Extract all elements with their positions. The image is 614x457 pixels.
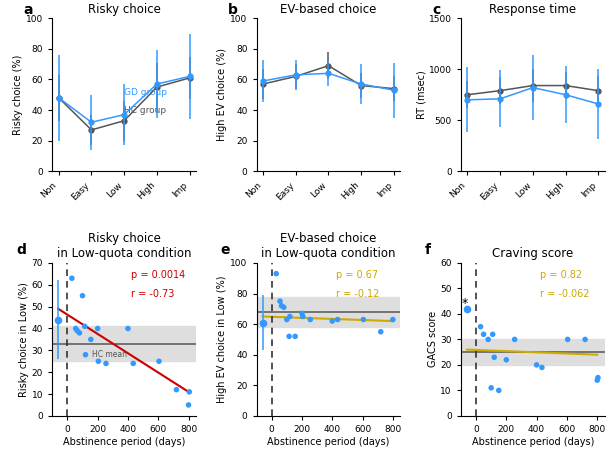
Y-axis label: Risky choice (%): Risky choice (%)	[13, 54, 23, 135]
Title: Risky choice: Risky choice	[88, 3, 161, 16]
Point	[123, 325, 133, 332]
Text: r = -0.12: r = -0.12	[336, 288, 379, 298]
Point	[275, 298, 285, 305]
Point	[489, 354, 499, 361]
Y-axis label: Risky choice in Low (%): Risky choice in Low (%)	[19, 282, 29, 397]
Title: Craving score: Craving score	[492, 247, 573, 260]
Point	[277, 302, 287, 309]
Bar	[52, 326, 196, 361]
Title: EV-based choice
in Low-quota condition: EV-based choice in Low-quota condition	[261, 233, 396, 260]
Point	[333, 316, 343, 323]
X-axis label: Abstinence period (days): Abstinence period (days)	[472, 437, 594, 446]
Title: EV-based choice: EV-based choice	[281, 3, 376, 16]
Point	[537, 364, 547, 371]
Y-axis label: High EV choice (%): High EV choice (%)	[217, 48, 227, 141]
Point	[285, 313, 295, 320]
Point	[298, 313, 308, 320]
Text: a: a	[23, 3, 33, 17]
Point	[479, 331, 489, 338]
Point	[154, 357, 164, 365]
Point	[297, 310, 307, 317]
Text: p = 0.82: p = 0.82	[540, 270, 582, 280]
Point	[593, 377, 602, 384]
Point	[532, 361, 542, 368]
Text: HC mean: HC mean	[91, 351, 126, 359]
Point	[483, 336, 493, 343]
Bar	[257, 297, 400, 327]
Text: f: f	[425, 243, 431, 257]
Point	[74, 329, 84, 336]
Text: *: *	[462, 297, 468, 310]
Point	[93, 325, 103, 332]
Y-axis label: GACS score: GACS score	[427, 311, 438, 367]
Point	[171, 386, 181, 393]
Point	[184, 401, 193, 409]
Y-axis label: RT (msec): RT (msec)	[416, 70, 426, 119]
Title: Risky choice
in Low-quota condition: Risky choice in Low-quota condition	[57, 233, 192, 260]
Point	[376, 328, 386, 335]
X-axis label: Abstinence period (days): Abstinence period (days)	[267, 437, 390, 446]
Point	[305, 316, 315, 323]
Point	[184, 388, 194, 395]
Text: p = 0.67: p = 0.67	[336, 270, 378, 280]
Point	[77, 292, 87, 299]
Point	[502, 356, 511, 363]
Text: p = 0.0014: p = 0.0014	[131, 270, 185, 280]
Point	[279, 303, 289, 311]
Point	[486, 384, 496, 392]
Point	[284, 333, 294, 340]
Point	[67, 275, 77, 282]
Point	[93, 357, 103, 365]
Point	[494, 387, 503, 394]
Y-axis label: High EV choice in Low (%): High EV choice in Low (%)	[217, 276, 227, 403]
Point	[593, 374, 603, 381]
Point	[86, 336, 96, 343]
Text: r = -0.062: r = -0.062	[540, 288, 589, 298]
Point	[327, 318, 337, 325]
Text: e: e	[220, 243, 230, 257]
Point	[580, 336, 590, 343]
Point	[80, 351, 90, 358]
X-axis label: Abstinence period (days): Abstinence period (days)	[63, 437, 185, 446]
Point	[128, 360, 138, 367]
Text: r = -0.73: r = -0.73	[131, 288, 175, 298]
Text: HC group: HC group	[124, 106, 166, 115]
Point	[271, 270, 281, 277]
Point	[563, 336, 573, 343]
Point	[71, 325, 80, 332]
Point	[282, 316, 292, 323]
Point	[488, 331, 497, 338]
Point	[359, 316, 368, 323]
Text: b: b	[228, 3, 238, 17]
Point	[510, 336, 519, 343]
Point	[476, 323, 486, 330]
Point	[290, 333, 300, 340]
Bar	[461, 340, 605, 365]
Point	[72, 327, 82, 335]
Text: GD group: GD group	[124, 88, 167, 97]
Point	[80, 323, 90, 330]
Text: d: d	[16, 243, 26, 257]
Point	[388, 316, 398, 323]
Text: c: c	[432, 3, 440, 17]
Title: Response time: Response time	[489, 3, 577, 16]
Point	[101, 360, 111, 367]
